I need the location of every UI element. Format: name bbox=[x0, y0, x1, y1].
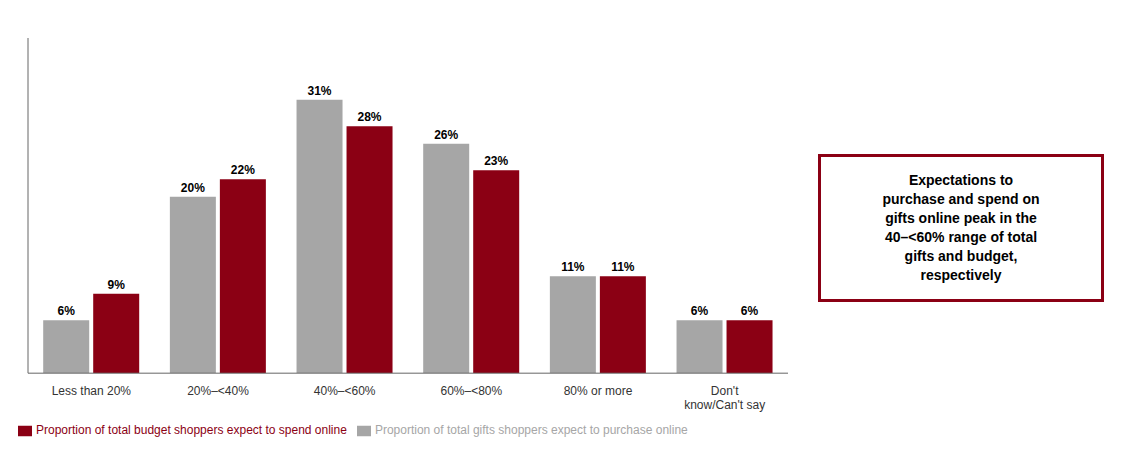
svg-text:28%: 28% bbox=[358, 110, 382, 124]
svg-text:11%: 11% bbox=[611, 260, 635, 274]
svg-text:40%–<60%: 40%–<60% bbox=[314, 384, 376, 398]
svg-text:9%: 9% bbox=[108, 278, 126, 292]
svg-text:20%–<40%: 20%–<40% bbox=[187, 384, 249, 398]
svg-text:6%: 6% bbox=[691, 304, 709, 318]
svg-text:60%–<80%: 60%–<80% bbox=[440, 384, 502, 398]
html-text:Proportion of total gifts shop: Proportion of total gifts shoppers expec… bbox=[374, 423, 688, 438]
svg-text:11%: 11% bbox=[561, 260, 585, 274]
svg-text:6%: 6% bbox=[58, 304, 76, 318]
svg-text:20%: 20% bbox=[181, 181, 205, 195]
svg-text:80% or more: 80% or more bbox=[564, 384, 633, 398]
html-text:Expectations to purchase and s: Expectations to purchase and spend on gi… bbox=[882, 172, 1040, 283]
svg-text:23%: 23% bbox=[484, 154, 508, 168]
svg-text:Don'tknow/Can't say: Don'tknow/Can't say bbox=[684, 384, 765, 412]
svg-text:22%: 22% bbox=[231, 163, 255, 177]
svg-text:6%: 6% bbox=[741, 304, 759, 318]
svg-text:Less than 20%: Less than 20% bbox=[52, 384, 132, 398]
svg-text:31%: 31% bbox=[308, 84, 332, 98]
html-text:Proportion of total budget sho: Proportion of total budget shoppers expe… bbox=[36, 423, 347, 438]
svg-text:26%: 26% bbox=[434, 128, 458, 142]
